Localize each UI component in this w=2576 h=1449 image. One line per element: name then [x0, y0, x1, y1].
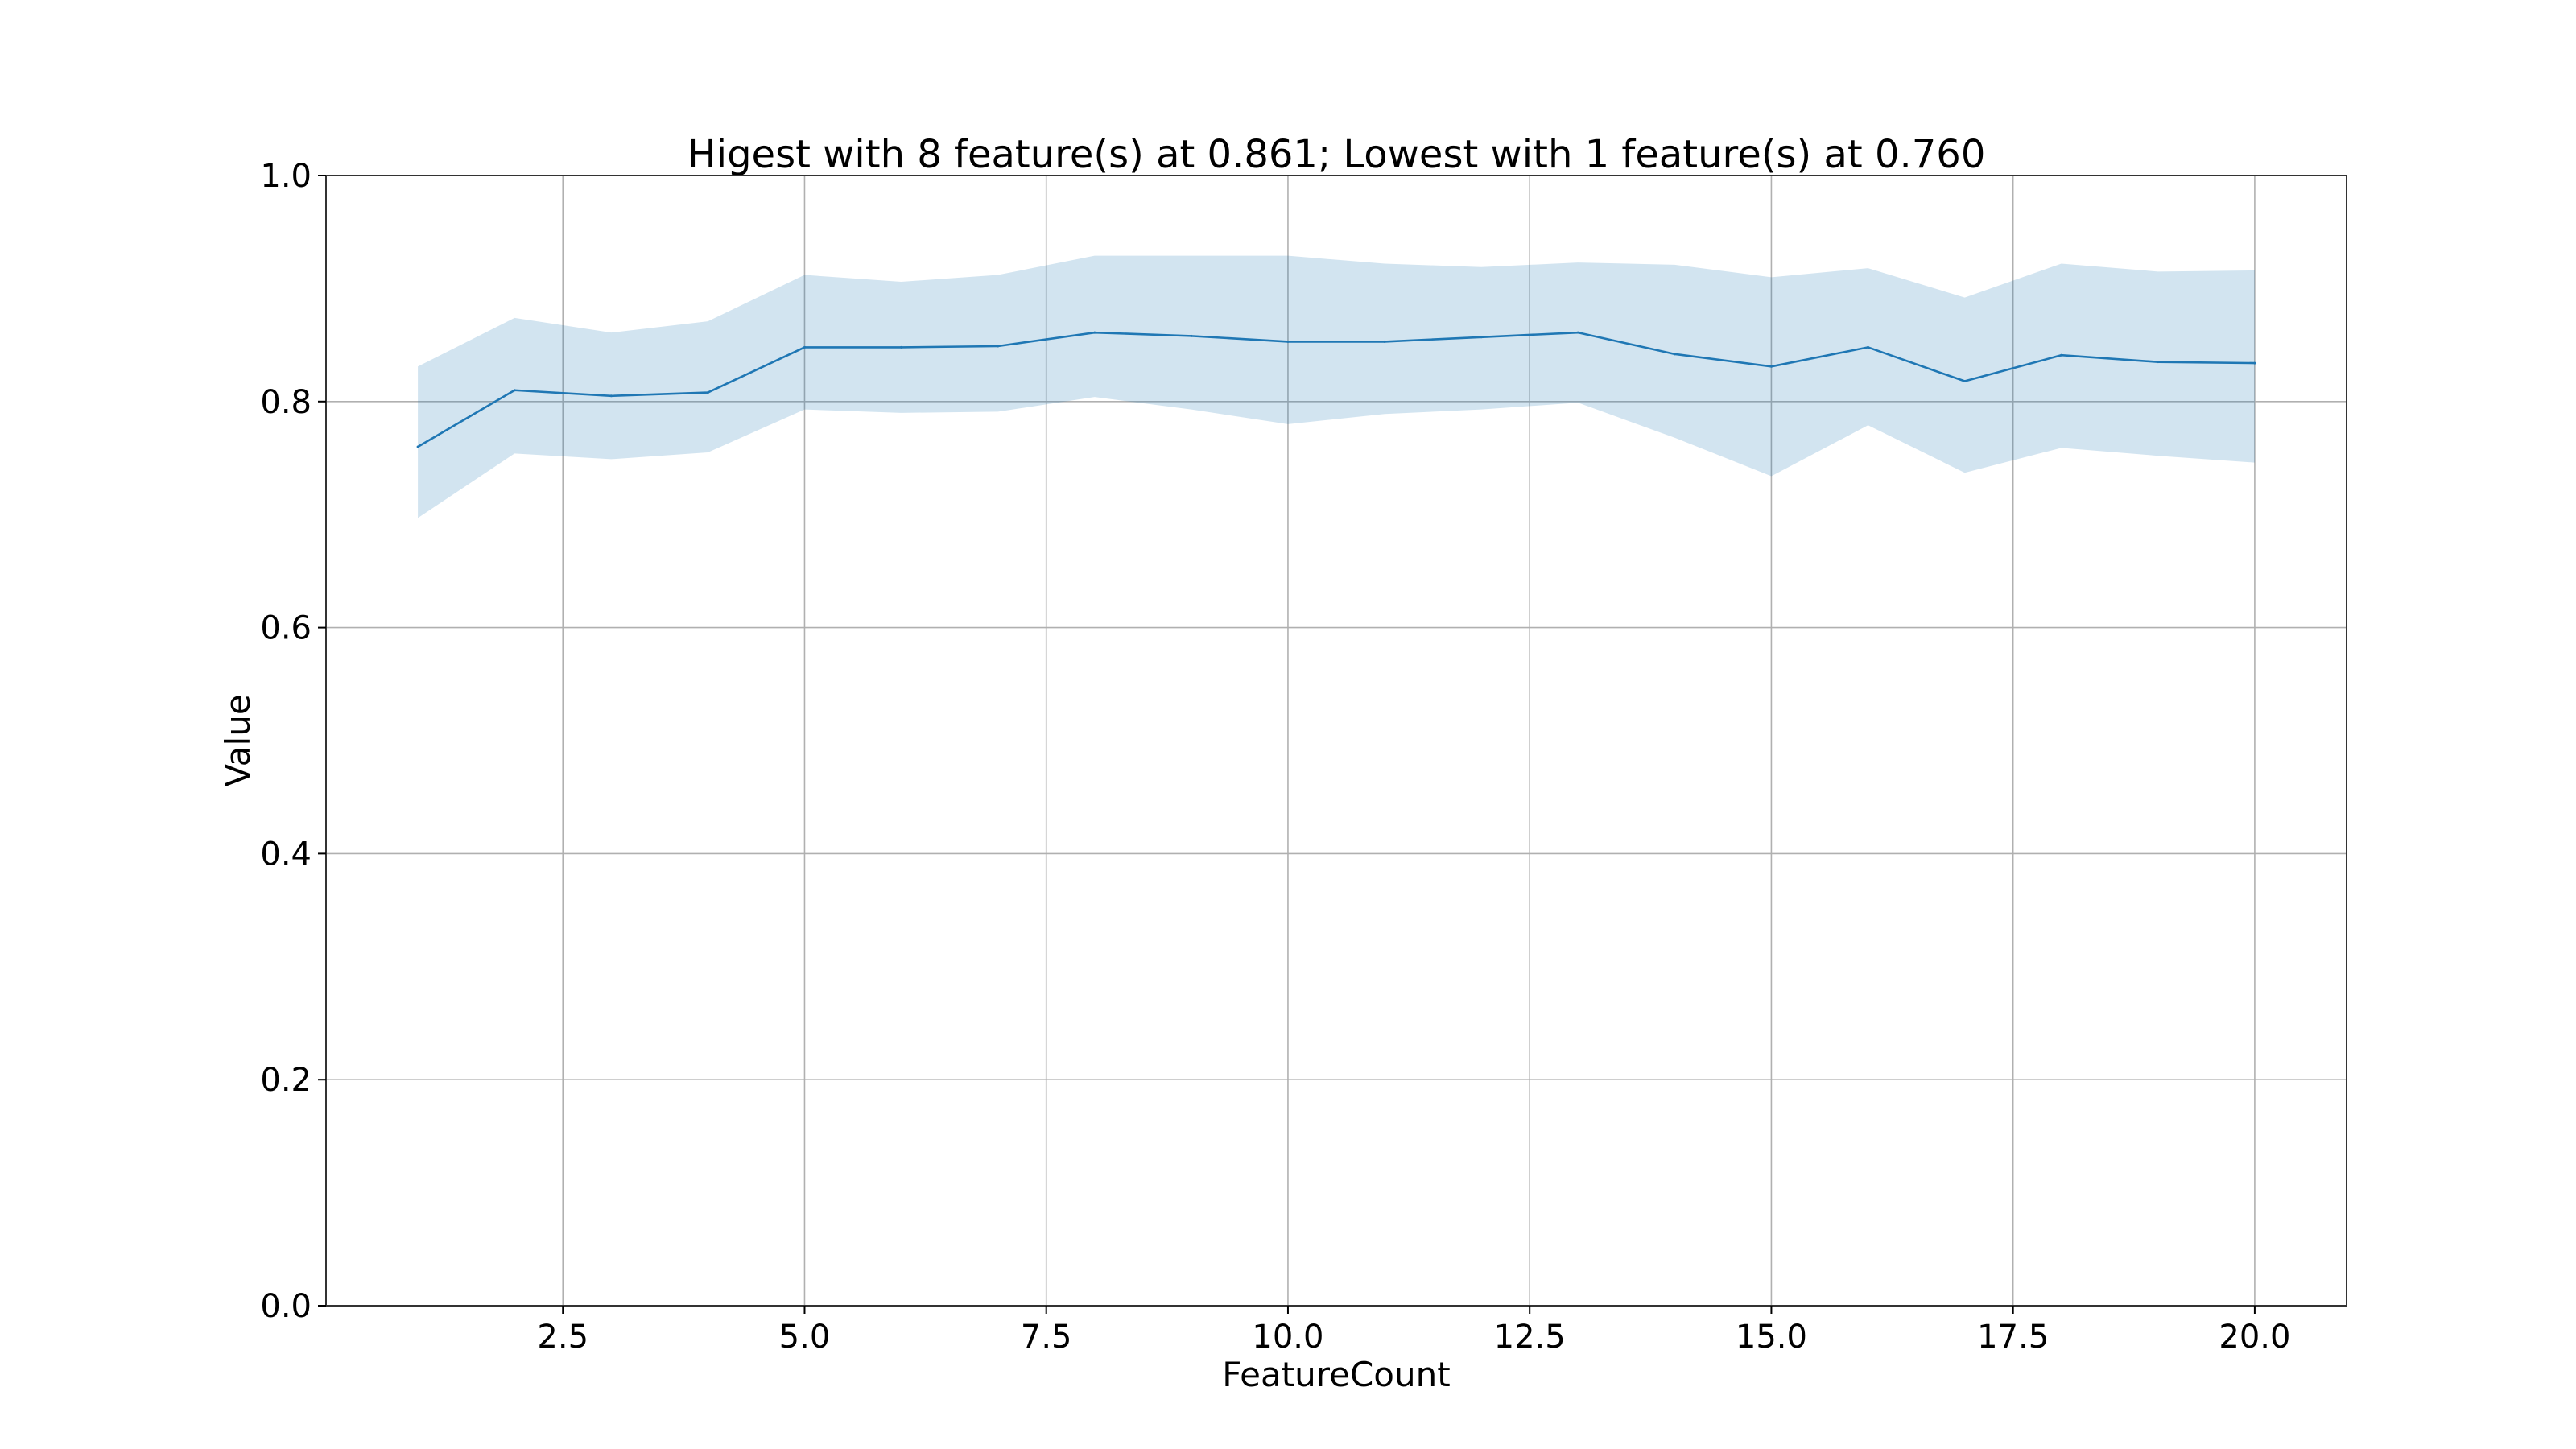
data-point [1286, 340, 1290, 343]
y-tick-label: 0.8 [260, 384, 312, 421]
x-tick-label: 2.5 [537, 1319, 588, 1356]
x-axis-label: FeatureCount [1222, 1355, 1450, 1394]
data-point [1383, 340, 1386, 343]
y-tick-label: 0.0 [260, 1288, 312, 1325]
data-point [2157, 361, 2160, 364]
x-tick-label: 15.0 [1736, 1319, 1807, 1356]
x-axis-ticks: 2.5 5.0 7.5 10.0 12.5 15.0 17.5 20.0 [537, 1306, 2290, 1356]
y-axis-ticks: 0.0 0.2 0.4 0.6 0.8 1.0 [260, 158, 326, 1325]
plot-frame [325, 175, 2347, 1307]
data-point [1769, 365, 1773, 368]
confidence-band-layer [418, 255, 2255, 518]
data-line [417, 331, 2255, 448]
data-point [1480, 336, 1483, 339]
data-point [1093, 331, 1096, 334]
x-tick-label: 10.0 [1252, 1319, 1323, 1356]
x-tick-label: 12.5 [1494, 1319, 1566, 1356]
data-point [900, 345, 903, 349]
data-point [609, 394, 613, 398]
y-tick-label: 0.6 [260, 610, 312, 647]
data-point [2060, 353, 2063, 357]
data-point [513, 389, 516, 392]
data-point [1576, 331, 1579, 334]
confidence-band [418, 255, 2255, 518]
x-tick-label: 7.5 [1021, 1319, 1072, 1356]
data-point [416, 445, 419, 448]
data-line-layer [416, 331, 2256, 448]
x-tick-label: 20.0 [2219, 1319, 2290, 1356]
y-tick-label: 0.4 [260, 836, 312, 873]
y-axis-label: Value [218, 694, 258, 786]
data-point [2253, 361, 2256, 365]
data-point [1963, 380, 1967, 383]
x-tick-label: 17.5 [1977, 1319, 2049, 1356]
chart-title: Higest with 8 feature(s) at 0.861; Lowes… [687, 132, 1986, 177]
x-tick-label: 5.0 [779, 1319, 831, 1356]
y-tick-label: 1.0 [260, 158, 312, 195]
data-point [706, 391, 709, 394]
data-point [1673, 353, 1676, 356]
data-point [803, 345, 806, 349]
y-tick-label: 0.2 [260, 1062, 312, 1099]
data-point [1190, 334, 1193, 337]
data-point [1867, 345, 1870, 349]
data-point [997, 345, 1000, 348]
